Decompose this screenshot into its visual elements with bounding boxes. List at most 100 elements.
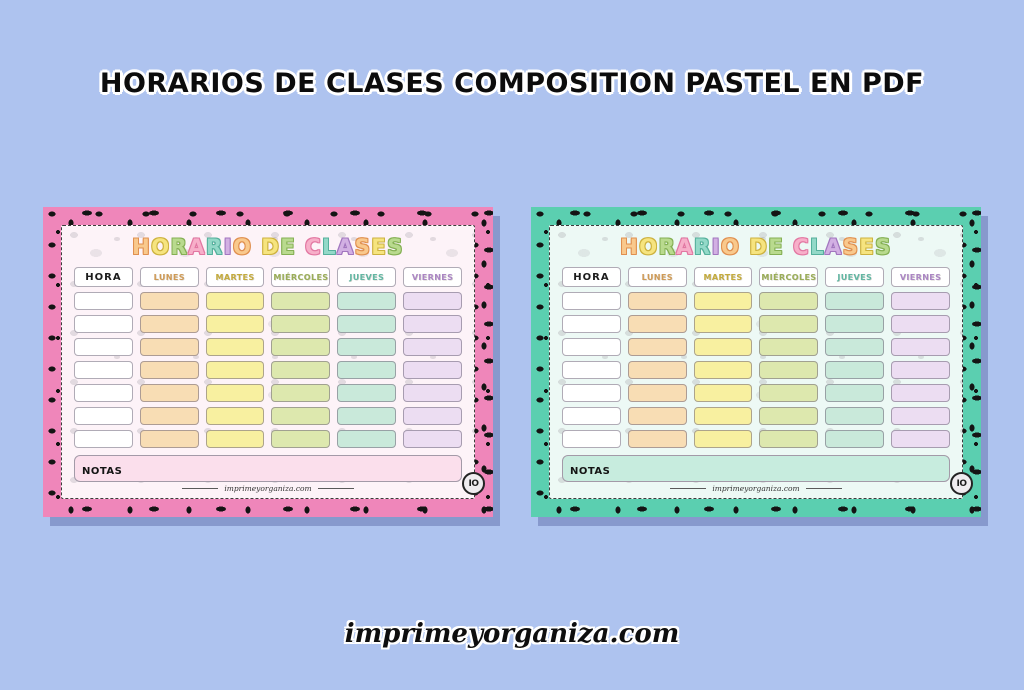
divider-line [670,488,707,490]
schedule-cell [139,384,199,403]
schedule-cell [74,430,133,449]
schedule-grid [74,292,462,449]
title-letter: O [151,234,171,259]
day-header-label: LUNES [153,272,185,282]
day-header-viernes: VIERNES [891,267,950,288]
schedule-cell [891,338,950,357]
day-header-miércoles: MIÉRCOLES [271,267,331,288]
schedule-cell [205,292,265,311]
schedule-cell [562,361,621,380]
title-letter: S [387,234,404,259]
schedule-cell [693,338,753,357]
day-header-jueves: JUEVES [337,267,397,288]
schedule-cell [562,292,621,311]
day-header-label: VIERNES [899,272,942,282]
site-footer-text: imprimeyorganiza.com [344,619,680,649]
day-header-lunes: LUNES [627,267,687,288]
schedule-cell [825,315,885,334]
title-letter: A [676,234,695,259]
title-letter: S [354,234,372,259]
title-letter: E [859,234,876,259]
title-letter: O [721,234,741,259]
schedule-cell [759,338,819,357]
schedule-cell [205,361,265,380]
io-logo-icon: IO [950,472,973,495]
schedule-cell [693,361,753,380]
schedule-cell [337,292,397,311]
day-header-label: HORA [573,271,610,283]
schedule-cell [891,315,950,334]
schedule-cell [337,361,397,380]
watermark-line: imprimeyorganiza.com [562,482,950,495]
schedule-cell [825,407,885,426]
schedule-cell [139,361,199,380]
title-letter: S [842,234,860,259]
schedule-cell [403,407,462,426]
title-letter: H [132,234,152,259]
schedule-cell [74,315,133,334]
day-header-jueves: JUEVES [825,267,885,288]
io-logo-text: IO [468,478,480,489]
schedule-cell [337,430,397,449]
schedule-cell [271,361,331,380]
notes-box: NOTAS [562,455,950,483]
schedule-cell [139,338,199,357]
schedule-cell [74,292,133,311]
schedule-cell [562,384,621,403]
schedule-cell [403,430,462,449]
schedule-cell [562,338,621,357]
title-letter: R [658,234,677,259]
watermark-line: imprimeyorganiza.com [74,482,462,495]
title-letter: A [188,234,207,259]
day-header-label: MIÉRCOLES [273,272,329,282]
schedule-cell [562,315,621,334]
schedule-cell [693,292,753,311]
schedule-cell [627,338,687,357]
title-letter: E [371,234,388,259]
page-title: HORARIOS DE CLASES COMPOSITION PASTEL EN… [99,68,925,99]
title-letter: L [810,234,825,259]
schedule-cell [403,338,462,357]
day-header-viernes: VIERNES [403,267,462,288]
schedule-cell [693,384,753,403]
schedule-cell [205,430,265,449]
schedule-cell [627,430,687,449]
schedule-cell [205,384,265,403]
day-header-label: JUEVES [349,272,385,282]
schedule-cell [205,407,265,426]
day-header-miércoles: MIÉRCOLES [759,267,819,288]
schedule-cell [205,315,265,334]
schedule-cell [271,430,331,449]
notes-box: NOTAS [74,455,462,483]
schedule-cell [759,407,819,426]
schedule-cell [825,361,885,380]
divider-line [317,488,354,490]
watermark-text: imprimeyorganiza.com [224,484,312,494]
title-letter: S [875,234,892,259]
schedule-cell [337,384,397,403]
title-letter: D [261,234,281,259]
schedule-cell [337,338,397,357]
title-letter: E [768,234,785,259]
schedule-cell [74,407,133,426]
schedule-cell [759,292,819,311]
title-letter: R [206,234,224,259]
schedule-cell [271,338,331,357]
schedule-cell [759,384,819,403]
schedule-cell [74,384,133,403]
schedule-cell [74,361,133,380]
title-letter: O [233,234,253,259]
title-letter: O [639,234,659,259]
schedule-cell [562,430,621,449]
title-letter: C [793,234,811,259]
schedule-cell [825,292,885,311]
schedule-cell [403,384,462,403]
day-header-label: JUEVES [837,272,873,282]
io-logo-icon: IO [462,472,485,495]
